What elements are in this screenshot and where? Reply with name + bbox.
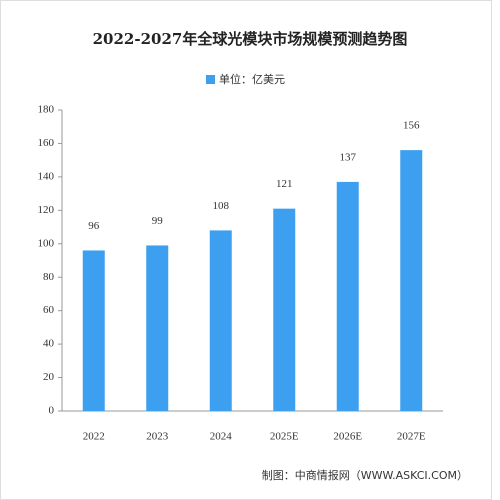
data-label: 99 bbox=[152, 215, 164, 227]
bar bbox=[82, 250, 105, 411]
bar bbox=[146, 245, 169, 411]
y-tick-label: 160 bbox=[38, 137, 55, 149]
bar bbox=[273, 208, 296, 411]
chart-title: 2022-2027年全球光模块市场规模预测趋势图 bbox=[93, 30, 408, 48]
data-label: 156 bbox=[403, 120, 420, 132]
y-tick-label: 60 bbox=[43, 304, 55, 316]
x-tick-label: 2025E bbox=[270, 431, 299, 443]
y-tick-label: 40 bbox=[43, 338, 55, 350]
source: 制图：中商情报网（WWW.ASKCI.COM） bbox=[262, 468, 468, 482]
x-tick-label: 2026E bbox=[333, 431, 362, 443]
y-tick-label: 100 bbox=[38, 237, 55, 249]
x-tick-label: 2024 bbox=[210, 431, 233, 443]
y-tick-label: 140 bbox=[38, 170, 55, 182]
x-tick-label: 2022 bbox=[83, 431, 105, 443]
x-tick-label: 2023 bbox=[146, 431, 169, 443]
y-tick-label: 180 bbox=[38, 104, 55, 116]
y-tick-label: 0 bbox=[49, 405, 55, 417]
legend-label: 单位：亿美元 bbox=[219, 72, 285, 86]
y-tick-label: 120 bbox=[38, 204, 55, 216]
bar bbox=[400, 150, 423, 411]
bar bbox=[209, 230, 232, 411]
data-label: 121 bbox=[276, 178, 293, 190]
data-label: 108 bbox=[213, 200, 230, 212]
y-tick-label: 20 bbox=[43, 371, 55, 383]
data-label: 137 bbox=[340, 151, 357, 163]
y-tick-label: 80 bbox=[43, 271, 55, 283]
data-label: 96 bbox=[88, 220, 100, 232]
legend-swatch bbox=[206, 75, 215, 84]
bar bbox=[336, 181, 359, 411]
x-tick-label: 2027E bbox=[397, 431, 426, 443]
